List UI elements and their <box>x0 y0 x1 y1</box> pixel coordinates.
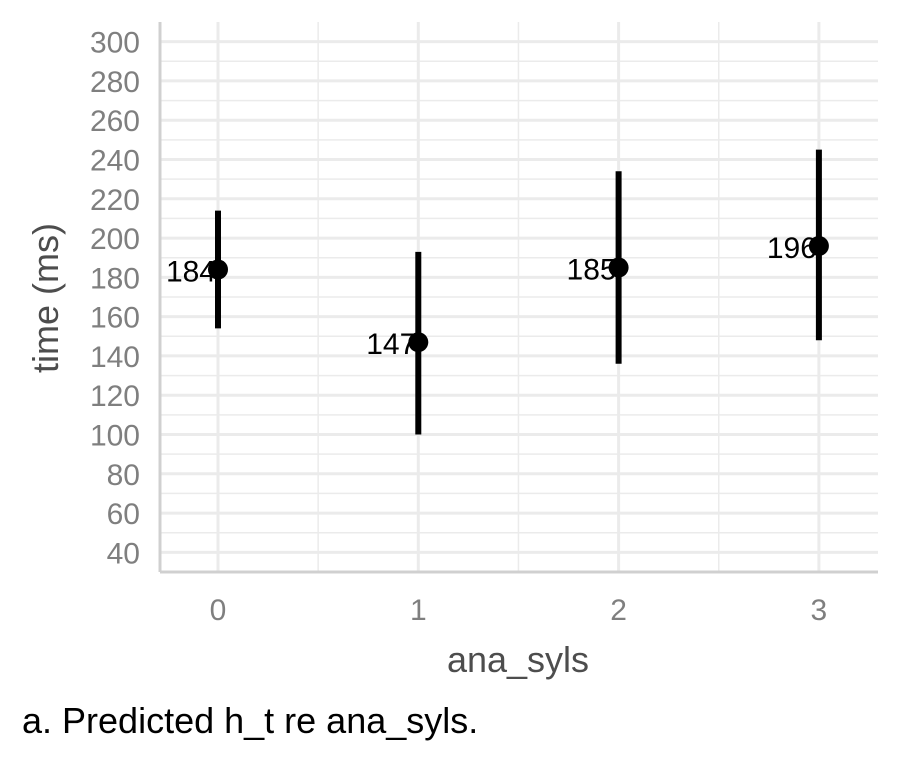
data-label: 196 <box>767 232 817 265</box>
tick-labels: 40 60 80 100 120 140 160 180 200 220 240 260 280 300 0… <box>90 27 827 627</box>
y-tick-label: 280 <box>90 66 140 99</box>
data-marks: 184 147 185 196 <box>166 149 829 435</box>
figure-caption: a. Predicted h_t re ana_syls. <box>22 700 479 741</box>
data-point <box>808 235 829 256</box>
y-tick-label: 80 <box>107 459 140 492</box>
data-point <box>608 257 629 278</box>
y-tick-label: 40 <box>107 537 140 570</box>
data-label: 147 <box>366 328 416 361</box>
y-tick-label: 100 <box>90 420 140 453</box>
data-label: 184 <box>166 256 216 289</box>
y-tick-label: 300 <box>90 27 140 60</box>
y-tick-label: 260 <box>90 105 140 138</box>
y-tick-label: 200 <box>90 223 140 256</box>
axes <box>158 22 878 574</box>
y-tick-label: 220 <box>90 184 140 217</box>
chart: 40 60 80 100 120 140 160 180 200 220 240 260 280 300 0… <box>25 22 878 680</box>
y-tick-label: 120 <box>90 380 140 413</box>
x-tick-label: 0 <box>210 594 227 627</box>
y-tick-label: 60 <box>107 498 140 531</box>
data-point <box>208 259 228 280</box>
y-tick-label: 180 <box>90 262 140 295</box>
grid-lines <box>160 22 878 572</box>
y-axis-title: time (ms) <box>25 223 66 373</box>
data-label: 185 <box>567 254 617 287</box>
data-point <box>408 332 429 353</box>
y-tick-label: 140 <box>90 341 140 374</box>
x-tick-label: 2 <box>610 594 627 627</box>
y-tick-label: 160 <box>90 302 140 335</box>
y-tick-label: 240 <box>90 145 140 178</box>
x-tick-label: 3 <box>811 594 828 627</box>
x-axis-title: ana_syls <box>447 639 589 680</box>
x-tick-label: 1 <box>410 594 427 627</box>
